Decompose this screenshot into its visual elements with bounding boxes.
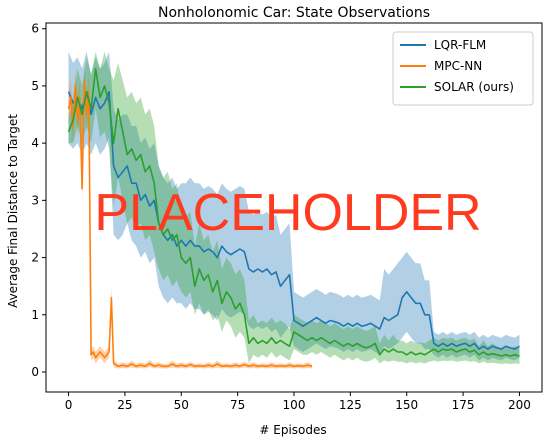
legend: LQR-FLM MPC-NN SOLAR (ours) <box>392 31 534 106</box>
series-line-2 <box>67 68 520 357</box>
x-tick-label: 75 <box>230 398 245 412</box>
series-line-1 <box>67 79 313 368</box>
x-axis-label: # Episodes <box>259 423 326 437</box>
y-tick-label: 4 <box>31 136 39 150</box>
x-tick-label: 0 <box>65 398 73 412</box>
y-tick-label: 2 <box>31 251 39 265</box>
legend-label: MPC-NN <box>434 59 482 73</box>
chart-title: Nonholonomic Car: State Observations <box>158 5 430 21</box>
x-tick-label: 125 <box>339 398 362 412</box>
y-axis-ticks: 0 1 2 3 4 5 6 <box>31 22 46 379</box>
legend-label: LQR-FLM <box>434 38 486 52</box>
x-axis-ticks: 0 25 50 75 100 125 150 175 200 <box>65 392 531 412</box>
y-tick-label: 3 <box>31 193 39 207</box>
y-tick-label: 1 <box>31 308 39 322</box>
band-0 <box>68 51 520 361</box>
placeholder-watermark: PLACEHOLDER <box>94 184 481 242</box>
x-tick-label: 175 <box>452 398 475 412</box>
legend-label: SOLAR (ours) <box>434 80 514 94</box>
x-tick-label: 150 <box>395 398 418 412</box>
x-tick-label: 200 <box>508 398 531 412</box>
y-tick-label: 6 <box>31 22 39 36</box>
y-tick-label: 0 <box>31 365 39 379</box>
y-axis-label: Average Final Distance to Target <box>6 114 20 308</box>
x-tick-label: 100 <box>283 398 306 412</box>
series-line-0 <box>67 90 520 350</box>
x-tick-label: 25 <box>117 398 132 412</box>
band-2 <box>68 51 520 364</box>
x-tick-label: 50 <box>174 398 189 412</box>
series-lines <box>67 68 520 368</box>
y-tick-label: 5 <box>31 79 39 93</box>
legend-box <box>392 31 534 106</box>
confidence-bands <box>68 51 520 369</box>
